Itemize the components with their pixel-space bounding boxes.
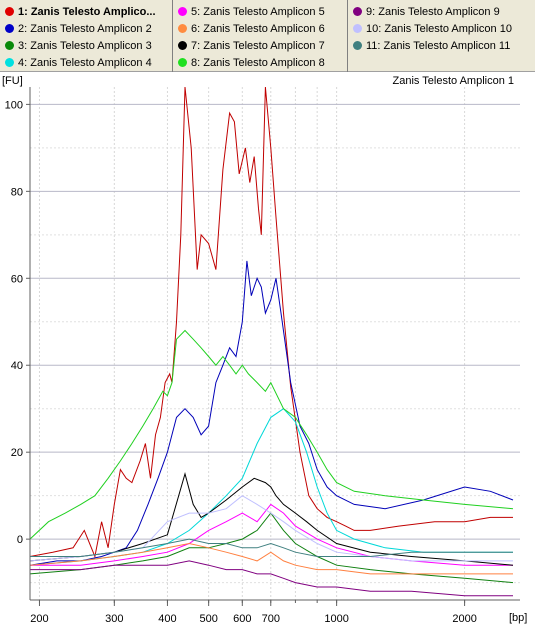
x-tick-label: 1000 [324, 613, 348, 625]
legend-label: 8: Zanis Telesto Amplicon 8 [191, 57, 325, 69]
y-tick-label: 80 [11, 186, 23, 198]
legend-item[interactable]: 1: Zanis Telesto Amplico... [0, 4, 172, 21]
legend-color-dot-icon [178, 58, 187, 67]
x-tick-label: 600 [233, 613, 251, 625]
legend-item[interactable]: 7: Zanis Telesto Amplicon 7 [173, 38, 347, 55]
legend-column: 5: Zanis Telesto Amplicon 5 6: Zanis Tele… [173, 0, 348, 72]
legend-color-dot-icon [178, 41, 187, 50]
legend-label: 1: Zanis Telesto Amplico... [18, 6, 156, 18]
chart-title: Zanis Telesto Amplicon 1 [393, 75, 514, 87]
x-tick-label: 200 [30, 613, 48, 625]
legend-label: 6: Zanis Telesto Amplicon 6 [191, 23, 325, 35]
legend-color-dot-icon [353, 41, 362, 50]
legend-column: 1: Zanis Telesto Amplico... 2: Zanis Tele… [0, 0, 173, 72]
series-line [30, 472, 514, 566]
legend-label: 3: Zanis Telesto Amplicon 3 [18, 40, 152, 52]
legend-item[interactable]: 4: Zanis Telesto Amplicon 4 [0, 55, 172, 72]
y-tick-label: 20 [11, 447, 23, 459]
x-tick-label: 500 [199, 613, 217, 625]
series-line [30, 329, 514, 540]
legend-label: 11: Zanis Telesto Amplicon 11 [366, 40, 511, 52]
y-tick-label: 0 [17, 534, 23, 546]
legend-color-dot-icon [353, 24, 362, 33]
series-group [30, 86, 514, 597]
axes: 0 20 40 60 80 100 200 300 400 500 600 700 1000 2000 [5, 87, 520, 625]
x-tick-label: 700 [262, 613, 280, 625]
legend-label: 4: Zanis Telesto Amplicon 4 [18, 57, 152, 69]
series-line [30, 542, 513, 575]
x-axis-label: [bp] [509, 612, 527, 624]
series-line [30, 260, 514, 566]
series-line [30, 538, 513, 557]
legend-color-dot-icon [5, 58, 14, 67]
legend-color-dot-icon [178, 24, 187, 33]
y-tick-label: 100 [5, 99, 23, 111]
y-tick-label: 40 [11, 360, 23, 372]
legend-item[interactable]: 8: Zanis Telesto Amplicon 8 [173, 55, 347, 72]
electropherogram-plot[interactable]: 0 20 40 60 80 100 200 300 400 500 600 700 1000 2000 [… [0, 72, 535, 640]
legend-color-dot-icon [5, 41, 14, 50]
legend-item[interactable]: 5: Zanis Telesto Amplicon 5 [173, 4, 347, 21]
legend-item[interactable]: 2: Zanis Telesto Amplicon 2 [0, 21, 172, 38]
legend-label: 5: Zanis Telesto Amplicon 5 [191, 6, 325, 18]
series-line [30, 560, 513, 597]
legend-item[interactable]: 9: Zanis Telesto Amplicon 9 [348, 4, 535, 21]
x-tick-label: 400 [158, 613, 176, 625]
series-line [30, 86, 513, 559]
series-line [30, 408, 513, 566]
legend-label: 9: Zanis Telesto Amplicon 9 [366, 6, 500, 18]
legend-column: 9: Zanis Telesto Amplicon 9 10: Zanis Tel… [348, 0, 535, 72]
chart-svg: 0 20 40 60 80 100 200 300 400 500 600 700 1000 2000 [… [0, 72, 535, 637]
legend-color-dot-icon [178, 7, 187, 16]
x-tick-label: 300 [105, 613, 123, 625]
legend-item[interactable]: 3: Zanis Telesto Amplicon 3 [0, 38, 172, 55]
y-tick-label: 60 [11, 273, 23, 285]
legend-item[interactable]: 11: Zanis Telesto Amplicon 11 [348, 38, 535, 55]
legend-item[interactable]: 10: Zanis Telesto Amplicon 10 [348, 21, 535, 38]
legend-label: 10: Zanis Telesto Amplicon 10 [366, 23, 512, 35]
legend-color-dot-icon [353, 7, 362, 16]
legend-panel: 1: Zanis Telesto Amplico... 2: Zanis Tele… [0, 0, 535, 72]
legend-item[interactable]: 6: Zanis Telesto Amplicon 6 [173, 21, 347, 38]
legend-color-dot-icon [5, 7, 14, 16]
y-axis-label: [FU] [2, 75, 23, 87]
series-line [30, 512, 514, 584]
x-tick-label: 2000 [452, 613, 476, 625]
legend-label: 2: Zanis Telesto Amplicon 2 [18, 23, 152, 35]
legend-color-dot-icon [5, 24, 14, 33]
legend-label: 7: Zanis Telesto Amplicon 7 [191, 40, 325, 52]
